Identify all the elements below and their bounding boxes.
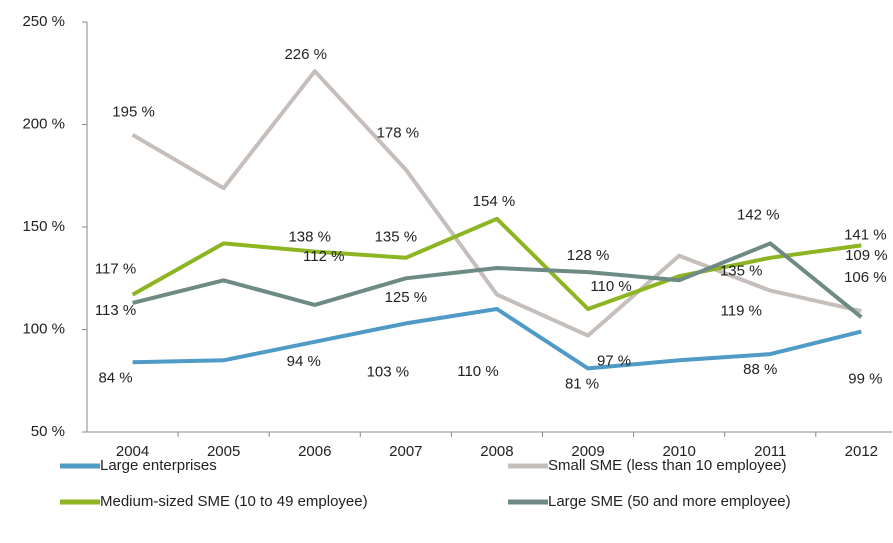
data-label: 135 % <box>720 263 763 280</box>
y-tick-label: 150 % <box>22 218 65 235</box>
x-tick-label: 2012 <box>845 443 878 460</box>
x-tick-label: 2011 <box>754 443 786 460</box>
series-line <box>132 241 863 319</box>
x-tick-label: 2009 <box>571 443 604 460</box>
data-label: 141 % <box>844 226 887 243</box>
x-tick-label: 2006 <box>298 443 331 460</box>
data-label: 154 % <box>473 193 516 210</box>
data-label: 112 % <box>303 248 344 265</box>
y-tick-label: 100 % <box>22 320 65 337</box>
legend-label: Small SME (less than 10 employee) <box>548 457 786 474</box>
data-label: 119 % <box>721 303 762 320</box>
data-label: 81 % <box>565 375 599 392</box>
data-label: 128 % <box>567 247 610 264</box>
legend-label: Medium-sized SME (10 to 49 employee) <box>100 493 368 510</box>
legend-label: Large enterprises <box>100 457 217 474</box>
data-label: 97 % <box>597 353 631 370</box>
y-tick-label: 200 % <box>22 115 65 132</box>
data-label: 125 % <box>385 289 428 306</box>
x-tick-label: 2007 <box>389 443 422 460</box>
data-label: 178 % <box>377 125 420 142</box>
x-tick-label: 2005 <box>207 443 240 460</box>
data-label: 110 % <box>590 278 631 295</box>
data-label: 195 % <box>112 104 155 121</box>
legend-label: Large SME (50 and more employee) <box>548 493 791 510</box>
data-label: 142 % <box>737 206 780 223</box>
data-label: 94 % <box>287 353 321 370</box>
x-tick-label: 2010 <box>662 443 695 460</box>
data-label: 109 % <box>845 247 888 264</box>
data-label: 99 % <box>848 371 882 388</box>
data-label: 135 % <box>375 229 418 246</box>
data-label: 226 % <box>284 46 327 63</box>
series-line <box>131 216 862 311</box>
data-label: 84 % <box>98 369 132 386</box>
data-label: 113 % <box>95 302 136 319</box>
data-label: 103 % <box>367 363 410 380</box>
data-label: 106 % <box>844 269 887 286</box>
y-tick-label: 250 % <box>22 13 65 30</box>
data-label: 117 % <box>95 261 136 278</box>
data-label: 88 % <box>743 361 777 378</box>
x-tick-label: 2004 <box>116 443 149 460</box>
series-line <box>131 69 862 338</box>
data-label: 110 % <box>457 363 498 380</box>
x-tick-label: 2008 <box>480 443 513 460</box>
data-label: 138 % <box>288 229 331 246</box>
y-tick-label: 50 % <box>31 423 65 440</box>
series-line <box>132 307 862 371</box>
